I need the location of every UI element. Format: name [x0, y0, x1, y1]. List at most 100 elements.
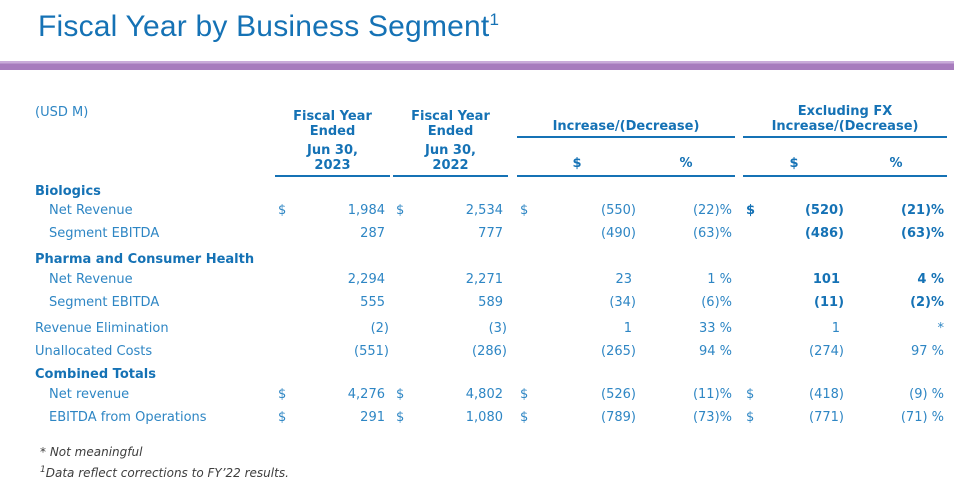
fy2023-value: 287 — [275, 222, 390, 245]
fy2023-value: 2,294 — [275, 268, 390, 291]
dollar-sign: $ — [396, 203, 405, 218]
fy2023-title-line2: Ended — [309, 124, 356, 139]
cell-value: (551) — [354, 344, 389, 359]
increase-pct-value: (11)% — [692, 387, 733, 402]
fx-pct-value: * — [937, 321, 945, 336]
increase-usd-value: $ (789) — [517, 406, 637, 429]
cell-value: (3) — [488, 321, 507, 336]
dollar-sign: $ — [278, 410, 287, 425]
fx-usd-value: $ (771) — [743, 406, 845, 429]
cell-value: (526) — [601, 387, 636, 402]
row-label: Revenue Elimination — [35, 321, 169, 336]
fy2022-value: $4,802 — [393, 383, 508, 406]
footnote-text: Not meaningful — [49, 445, 143, 459]
column-gap — [508, 383, 517, 406]
fy2023-value: $1,984 — [275, 199, 390, 222]
cell-value: 4,802 — [465, 387, 503, 402]
fx-pct-value: 97 % — [911, 344, 945, 359]
dollar-sign: $ — [278, 203, 287, 218]
fx-usd-value: (486) — [743, 222, 845, 245]
excluding-fx-title-line1: Excluding FX — [797, 104, 893, 119]
fy2022-value: (286) — [393, 337, 508, 360]
column-gap — [735, 337, 743, 360]
table-row: Segment EBITDA 287 777 (490) (63)% (486) (63)% — [35, 222, 947, 245]
col-group-increase: Increase/(Decrease) — [517, 101, 736, 138]
dollar-sign: $ — [520, 387, 529, 402]
dollar-sign: $ — [396, 387, 405, 402]
cell-value: (34) — [609, 295, 636, 310]
column-gap — [508, 199, 517, 222]
column-gap — [735, 406, 743, 429]
fy2022-value: 589 — [393, 291, 508, 314]
column-gap — [508, 406, 517, 429]
cell-value: (490) — [601, 226, 636, 241]
fx-pct-value: (71) % — [900, 410, 945, 425]
cell-value: (486) — [804, 226, 845, 241]
fx-usd-value: 1 — [743, 314, 845, 337]
table-body: Biologics Net Revenue $1,984 $2,534 $ (550) (2… — [35, 176, 947, 429]
table-header: (USD M) Fiscal Year Ended Jun 30, 2023 Fis… — [35, 101, 948, 177]
footnotes: * Not meaningful 1Data reflect correctio… — [40, 442, 954, 484]
fy2023-date-line2: 2023 — [314, 158, 351, 173]
dollar-sign: $ — [746, 203, 756, 218]
increase-usd-value: 1 — [517, 314, 637, 337]
excluding-fx-title-line2: Increase/(Decrease) — [771, 119, 919, 134]
fy2022-date-line1: Jun 30, — [425, 143, 476, 158]
column-gap — [508, 337, 517, 360]
column-gap — [735, 101, 743, 176]
section-label: Biologics — [35, 183, 101, 199]
fy2023-value: $4,276 — [275, 383, 390, 406]
cell-value: 555 — [360, 295, 385, 310]
dollar-sign: $ — [520, 410, 529, 425]
increase-usd-value: $ (550) — [517, 199, 637, 222]
column-gap — [508, 222, 517, 245]
excluding-fx-group-title: Excluding FX Increase/(Decrease) — [743, 104, 948, 138]
cell-value: (550) — [601, 203, 636, 218]
cell-value: 1,984 — [347, 203, 385, 218]
footnote-not-meaningful: * Not meaningful — [40, 442, 954, 463]
increase-pct-value: 1 % — [707, 272, 733, 287]
dollar-sign: $ — [278, 387, 287, 402]
cell-value: (520) — [804, 203, 845, 218]
cell-value: 23 — [615, 272, 632, 287]
fy2022-value: 777 — [393, 222, 508, 245]
increase-pct-value: 94 % — [698, 344, 733, 359]
table-row: Revenue Elimination (2) (3) 1 33 % 1 * — [35, 314, 947, 337]
footnote-data-corrections: 1Data reflect corrections to FY’22 resul… — [40, 463, 954, 484]
cell-value: (789) — [601, 410, 636, 425]
fy2022-title-line2: Ended — [427, 124, 474, 139]
column-gap — [735, 314, 743, 337]
column-gap — [735, 222, 743, 245]
fx-pct-value: (9) % — [909, 387, 945, 402]
row-label: Net Revenue — [49, 272, 133, 287]
column-gap — [508, 268, 517, 291]
sub-header-fx-percent: % — [845, 138, 948, 177]
fx-pct-value: 4 % — [917, 272, 945, 287]
col-group-excluding-fx: Excluding FX Increase/(Decrease) — [743, 101, 948, 138]
header-row-sub: $ % $ % — [35, 138, 948, 177]
header-row-top: (USD M) Fiscal Year Ended Jun 30, 2023 Fis… — [35, 101, 948, 177]
fy2023-value: 555 — [275, 291, 390, 314]
cell-value: 2,271 — [465, 272, 503, 287]
column-gap — [508, 101, 517, 176]
divider-bar — [0, 61, 954, 70]
cell-value: 777 — [478, 226, 503, 241]
slide-header: Fiscal Year by Business Segment1 — [0, 0, 954, 47]
col-header-fy2022: Fiscal Year Ended Jun 30, 2022 — [393, 101, 508, 177]
page-title-text: Fiscal Year by Business Segment — [38, 10, 490, 43]
cell-value: 101 — [812, 272, 841, 287]
section-label: Combined Totals — [35, 367, 156, 382]
fy2023-title-line1: Fiscal Year — [293, 109, 372, 124]
fx-pct-value: (21)% — [901, 203, 945, 218]
increase-group-title: Increase/(Decrease) — [517, 119, 736, 138]
column-gap — [735, 291, 743, 314]
fy2022-value: $1,080 — [393, 406, 508, 429]
table-row: Net Revenue $1,984 $2,534 $ (550) (22)% $ (520)… — [35, 199, 947, 222]
fx-usd-value: 101 — [743, 268, 845, 291]
table-row: Net revenue $4,276 $4,802 $ (526) (11)% $ (418)… — [35, 383, 947, 406]
increase-usd-value: (34) — [517, 291, 637, 314]
column-gap — [508, 291, 517, 314]
sub-header-fx-dollar: $ — [743, 138, 846, 177]
increase-pct-value: (6)% — [701, 295, 733, 310]
fy2022-title-line1: Fiscal Year — [411, 109, 490, 124]
